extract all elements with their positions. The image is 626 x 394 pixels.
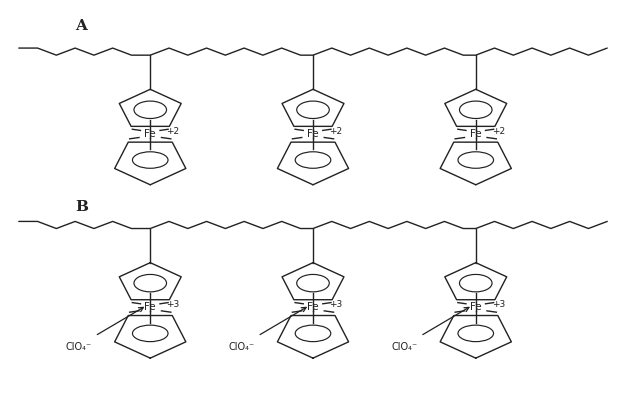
Text: Fe: Fe <box>145 302 156 312</box>
Text: ClO₄⁻: ClO₄⁻ <box>228 342 254 352</box>
Text: A: A <box>76 19 87 33</box>
Text: Fe: Fe <box>307 302 319 312</box>
Text: Fe: Fe <box>470 129 481 139</box>
Text: Fe: Fe <box>470 302 481 312</box>
Text: +3: +3 <box>167 300 180 309</box>
Text: +3: +3 <box>329 300 342 309</box>
Text: Fe: Fe <box>307 129 319 139</box>
Text: +2: +2 <box>329 127 342 136</box>
Text: ClO₄⁻: ClO₄⁻ <box>391 342 417 352</box>
Text: B: B <box>75 200 88 214</box>
Text: +2: +2 <box>492 127 505 136</box>
Text: +2: +2 <box>167 127 180 136</box>
Text: ClO₄⁻: ClO₄⁻ <box>66 342 91 352</box>
Text: Fe: Fe <box>145 129 156 139</box>
Text: +3: +3 <box>492 300 505 309</box>
